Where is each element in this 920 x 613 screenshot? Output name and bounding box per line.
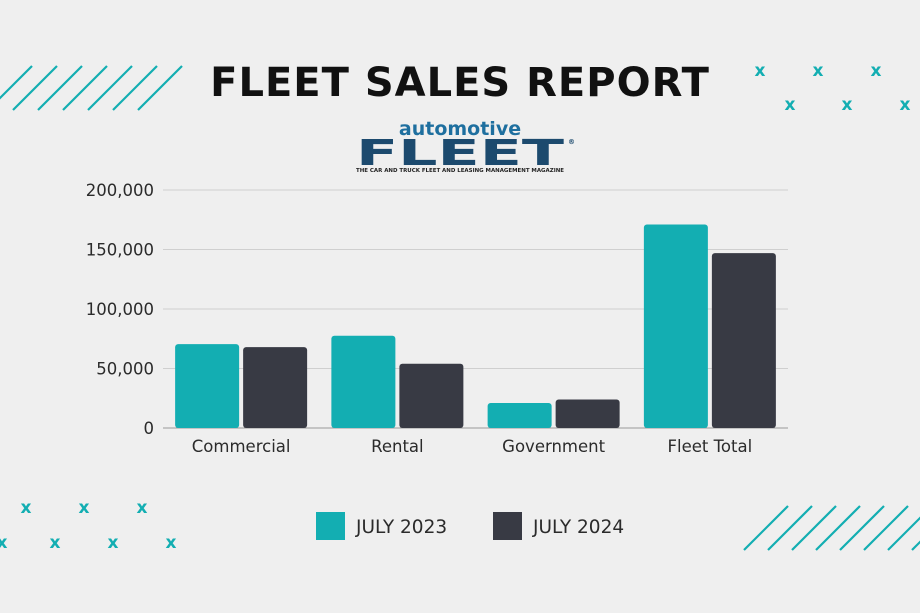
- bar-commercial-series-2: [243, 347, 308, 428]
- decorative-x-pattern-bottom-left: x x xx x x x: [0, 498, 177, 553]
- decorative-x-mark: x: [21, 498, 32, 518]
- decorative-stripe: [12, 65, 58, 111]
- automotive-fleet-logo: automotive FLEET ® THE CAR AND TRUCK FLE…: [356, 118, 575, 174]
- bar-fleet-total-series-2: [711, 253, 776, 428]
- x-category-label: Rental: [371, 437, 424, 456]
- chart-legend: JULY 2023 JULY 2024: [316, 512, 624, 540]
- x-axis-category-labels: Commercial Rental Government Fleet Total: [192, 437, 752, 456]
- x-category-label: Government: [502, 437, 605, 456]
- legend-swatch: [316, 512, 345, 540]
- decorative-x-pattern-top-right: x x xx x x: [755, 61, 911, 115]
- bar-government-series-2: [555, 399, 620, 428]
- y-tick-label: 0: [144, 419, 155, 438]
- decorative-stripe: [815, 505, 861, 551]
- y-tick-label: 50,000: [96, 360, 154, 379]
- decorative-stripe: [137, 65, 183, 111]
- decorative-x-mark: x: [166, 533, 177, 553]
- bar-commercial-series-1: [175, 344, 240, 428]
- decorative-x-mark: x: [785, 95, 796, 115]
- bar-rental-series-2: [399, 363, 464, 428]
- legend-label: JULY 2023: [355, 517, 447, 538]
- decorative-stripe: [791, 505, 837, 551]
- decorative-x-mark: x: [842, 95, 853, 115]
- decorative-stripes-top-left: [0, 65, 183, 111]
- legend-swatch: [493, 512, 522, 540]
- decorative-x-mark: x: [813, 61, 824, 81]
- x-category-label: Fleet Total: [668, 437, 753, 456]
- logo-top-word: automotive: [399, 118, 521, 140]
- logo-main-word: FLEET: [356, 133, 565, 174]
- decorative-x-mark: x: [108, 533, 119, 553]
- y-tick-label: 150,000: [86, 241, 154, 260]
- x-category-label: Commercial: [192, 437, 291, 456]
- decorative-stripe: [0, 65, 33, 100]
- decorative-x-mark: x: [0, 533, 8, 553]
- decorative-stripe: [911, 540, 920, 551]
- decorative-stripe: [863, 505, 909, 551]
- decorative-x-mark: x: [50, 533, 61, 553]
- y-tick-label: 100,000: [86, 300, 154, 319]
- bar-government-series-1: [487, 403, 552, 428]
- bar-rental-series-1: [331, 335, 396, 428]
- decorative-stripe: [87, 65, 133, 111]
- y-axis-tick-labels: 0 50,000 100,000 150,000 200,000: [86, 181, 154, 438]
- decorative-stripes-bottom-right: [743, 505, 920, 551]
- logo-registered-mark: ®: [568, 138, 575, 146]
- decorative-x-mark: x: [79, 498, 90, 518]
- decorative-stripe: [743, 505, 789, 551]
- chart-title: FLEET SALES REPORT: [210, 60, 710, 106]
- logo-tagline: THE CAR AND TRUCK FLEET AND LEASING MANA…: [356, 168, 564, 174]
- y-tick-label: 200,000: [86, 181, 154, 200]
- decorative-stripe: [887, 516, 920, 551]
- decorative-x-mark: x: [871, 61, 882, 81]
- decorative-x-mark: x: [137, 498, 148, 518]
- legend-label: JULY 2024: [532, 517, 624, 538]
- decorative-x-mark: x: [755, 61, 766, 81]
- decorative-stripe: [37, 65, 83, 111]
- chart-bars: [175, 224, 776, 428]
- decorative-stripe: [767, 505, 813, 551]
- bar-fleet-total-series-1: [643, 224, 708, 428]
- decorative-stripe: [112, 65, 158, 111]
- decorative-x-mark: x: [900, 95, 911, 115]
- decorative-stripe: [839, 505, 885, 551]
- decorative-stripe: [62, 65, 108, 111]
